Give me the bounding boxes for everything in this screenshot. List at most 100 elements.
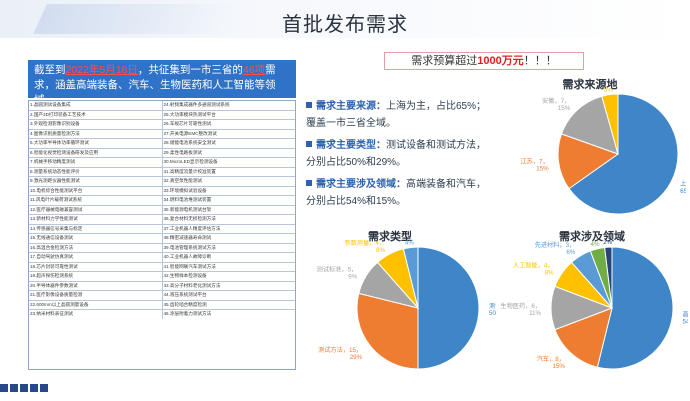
- pie-data-label: 测试设备，26，50%: [489, 302, 496, 317]
- table-cell: 44.液压系统测试平台: [161, 291, 296, 300]
- table-row: 4.图像识别质量检测方法 27.开关电源EMC整改测试: [29, 129, 296, 139]
- finding-text: 测试设备和测试方法，分别占比50%和29%。: [306, 140, 486, 168]
- table-cell: 10.电机综合性能测试平台: [30, 187, 83, 193]
- table-cell: 27.开关电源EMC整改测试: [161, 129, 296, 138]
- pie-data-label: 生物医药，6， 11%: [500, 302, 541, 317]
- source-pie-chart: 上海，30，65% 江苏，7，15% 安徽，7，15% 浙江，2，5%: [520, 88, 686, 215]
- banner-count: 46项: [242, 64, 266, 76]
- table-row: 21.医疗影像设备质量检测 44.液压系统测试平台: [29, 291, 295, 301]
- table-cell: 33.环境模拟试验设备: [161, 186, 296, 195]
- finding-text: 高端装备和汽车，分别占比54%和15%。: [306, 179, 486, 207]
- pie-data-label: 参数测量，4， 8%: [344, 240, 385, 254]
- finding-label: 需求主要类型：: [316, 140, 386, 151]
- table-cell: 20.半导体器件参数测试: [30, 282, 78, 288]
- table-cell: 13.新材料力学性能测试: [30, 216, 78, 221]
- pie-data-label: 江苏，7， 15%: [520, 158, 549, 173]
- footer-decoration: [0, 384, 70, 394]
- table-row: 19.超声探伤检测系统 42.生物样本检测设备: [29, 272, 295, 282]
- table-cell: 34.燃料电池堆测试装置: [161, 196, 296, 205]
- table-cell: 3.外观检测影像识别设备: [30, 121, 80, 126]
- table-row: 18.芯片封装可靠性测试 41.智能网联汽车测试方法: [29, 262, 296, 272]
- table-cell: 2.国产3D打印装备工艺技术: [30, 111, 86, 117]
- square-bullet-icon: [306, 180, 312, 186]
- table-cell: 46.涂层附着力测试方法: [161, 310, 296, 319]
- table-row: 1.晶圆测试设备集成 24.射频集成器件多通道测试系统: [29, 101, 295, 111]
- table-row: 23.纳米材料表征测试 46.涂层附着力测试方法: [29, 310, 295, 319]
- table-cell: 39.电池管理系统测试方法: [161, 243, 296, 252]
- table-row: 2.国产3D打印装备工艺技术 25.大功率模块热测试平台: [29, 110, 296, 120]
- banner-mid: ，共征集到一市三省的: [137, 64, 243, 76]
- table-cell: 42.生物样本检测设备: [161, 272, 296, 281]
- table-cell: 14.传感器信号采集与标定: [30, 225, 83, 231]
- table-cell: 6.智能化视觉检测设备研发及应用: [30, 149, 99, 155]
- table-row: 15.无线通信设备测试 38.精密减速器寿命测试: [29, 234, 295, 244]
- pie-data-label: 先进材料，3， 6%: [535, 241, 576, 256]
- pie-data-label: 浙江，2，5%: [594, 88, 622, 94]
- table-cell: 28.储能电池系统安全测试: [161, 139, 296, 148]
- table-cell: 25.大功率模块热测试平台: [161, 110, 296, 119]
- pie-slice-2: [557, 133, 620, 190]
- field-chart-title: 需求涉及领域: [559, 231, 625, 243]
- table-row: 11.风电叶片载荷测试系统 34.燃料电池堆测试装置: [29, 196, 295, 206]
- finding-item: 需求主要涉及领域：高端装备和汽车，分别占比54%和15%。: [306, 176, 490, 210]
- table-cell: 35.新能源电机测试台架: [161, 205, 296, 214]
- table-cell: 7.机械手移动精度测试: [30, 159, 76, 164]
- table-cell: 36.复合材料无损检测方法: [161, 215, 296, 224]
- summary-banner: 截至到2022年5月18日，共征集到一市三省的46项需求，涵盖高端装备、汽车、生…: [28, 60, 296, 106]
- finding-label: 需求主要来源：: [316, 101, 386, 112]
- pie-data-label: 测试标准，5， 9%: [317, 265, 358, 280]
- table-cell: 15.无线通信设备测试: [30, 235, 74, 240]
- table-cell: 24.射频集成器件多通道测试系统: [161, 101, 296, 110]
- table-cell: 21.医疗影像设备质量检测: [30, 292, 83, 297]
- table-cell: 26.车规芯片可靠性测试: [161, 120, 296, 129]
- table-cell: 4.图像识别质量检测方法: [30, 130, 80, 136]
- pie-data-label: 人工智能，4， 8%: [513, 262, 554, 277]
- pie-slice-5: [402, 246, 419, 309]
- pie-data-label: 汽车，8， 15%: [537, 355, 566, 370]
- table-cell: 45.齿轮啮合精度检测: [161, 300, 296, 309]
- budget-post: ！！！: [523, 55, 557, 67]
- square-bullet-icon: [306, 141, 312, 147]
- finding-item: 需求主要来源：上海为主，占比65%；覆盖一市三省全域。: [306, 98, 490, 132]
- table-cell: 30.MicroLED显示检测设备: [161, 158, 296, 167]
- pie-slice-2: [356, 292, 419, 370]
- pie-slice-1: [417, 246, 480, 370]
- pie-data-label: 上海，30，65%: [680, 180, 686, 195]
- table-row: 10.电机综合性能测试平台 33.环境模拟试验设备: [29, 186, 296, 196]
- table-row: 9.激光测距仪器性能测试 32.真空泵性能测试: [29, 177, 295, 187]
- table-cell: 29.柔性电路板测试: [161, 148, 296, 157]
- table-row: 16.高温合金检测方法 39.电池管理系统测试方法: [29, 243, 296, 253]
- pie-data-label: 安徽，7， 15%: [542, 97, 571, 112]
- table-cell: 8.测量系统动态性能评价: [30, 168, 80, 174]
- budget-pre: 需求预算超过: [411, 55, 478, 67]
- table-row: 12.医疗器械电磁兼容测试 35.新能源电机测试台架: [29, 205, 296, 215]
- table-cell: 41.智能网联汽车测试方法: [161, 262, 296, 271]
- square-bullet-icon: [306, 102, 312, 108]
- table-cell: 43.高分子材料老化测试方法: [161, 281, 296, 290]
- pie-slice-1: [568, 93, 679, 215]
- pie-data-label: 其他，2，4%: [395, 240, 423, 247]
- table-cell: 16.高温合金检测方法: [30, 244, 74, 250]
- table-row: 5.大功率半导体功率循环测试 28.储能电池系统安全测试: [29, 139, 295, 149]
- table-row: 20.半导体器件参数测试 43.高分子材料老化测试方法: [29, 281, 296, 291]
- demand-list-table: 1.晶圆测试设备集成 24.射频集成器件多通道测试系统 2.国产3D打印装备工艺技术…: [28, 100, 296, 370]
- table-row: 17.自动驾驶仿真测试 40.工业机器人故障诊断: [29, 253, 295, 263]
- finding-item: 需求主要类型：测试设备和测试方法，分别占比50%和29%。: [306, 137, 490, 171]
- pie-data-label: 测试方法，15， 29%: [318, 346, 363, 361]
- table-cell: 17.自动驾驶仿真测试: [30, 254, 74, 259]
- pie-data-label: 高端装备，28，54%: [682, 311, 688, 326]
- pie-slice-7: [604, 246, 613, 309]
- finding-text: 上海为主，占比65%；覆盖一市三省全域。: [306, 101, 487, 129]
- table-cell: 19.超声探伤检测系统: [30, 273, 74, 278]
- banner-pre: 截至到: [34, 64, 66, 76]
- pie-slice-3: [560, 95, 619, 155]
- table-cell: 9.激光测距仪器性能测试: [30, 178, 80, 183]
- pie-data-label: 电子信息，2，4%: [575, 240, 616, 248]
- pie-data-label: 集成电路，1，2%: [587, 240, 628, 246]
- table-row: 13.新材料力学性能测试 36.复合材料无损检测方法: [29, 215, 295, 225]
- budget-amount: 1000万元: [477, 55, 524, 67]
- table-cell: 23.纳米材料表征测试: [30, 311, 74, 316]
- finding-label: 需求主要涉及领域：: [316, 179, 406, 190]
- table-row: 6.智能化视觉检测设备研发及应用 29.柔性电路板测试: [29, 148, 296, 158]
- field-pie-chart: 高端装备，28，54% 汽车，8，15% 生物医药，6，11% 人工智能，4，8% 先进…: [500, 240, 688, 370]
